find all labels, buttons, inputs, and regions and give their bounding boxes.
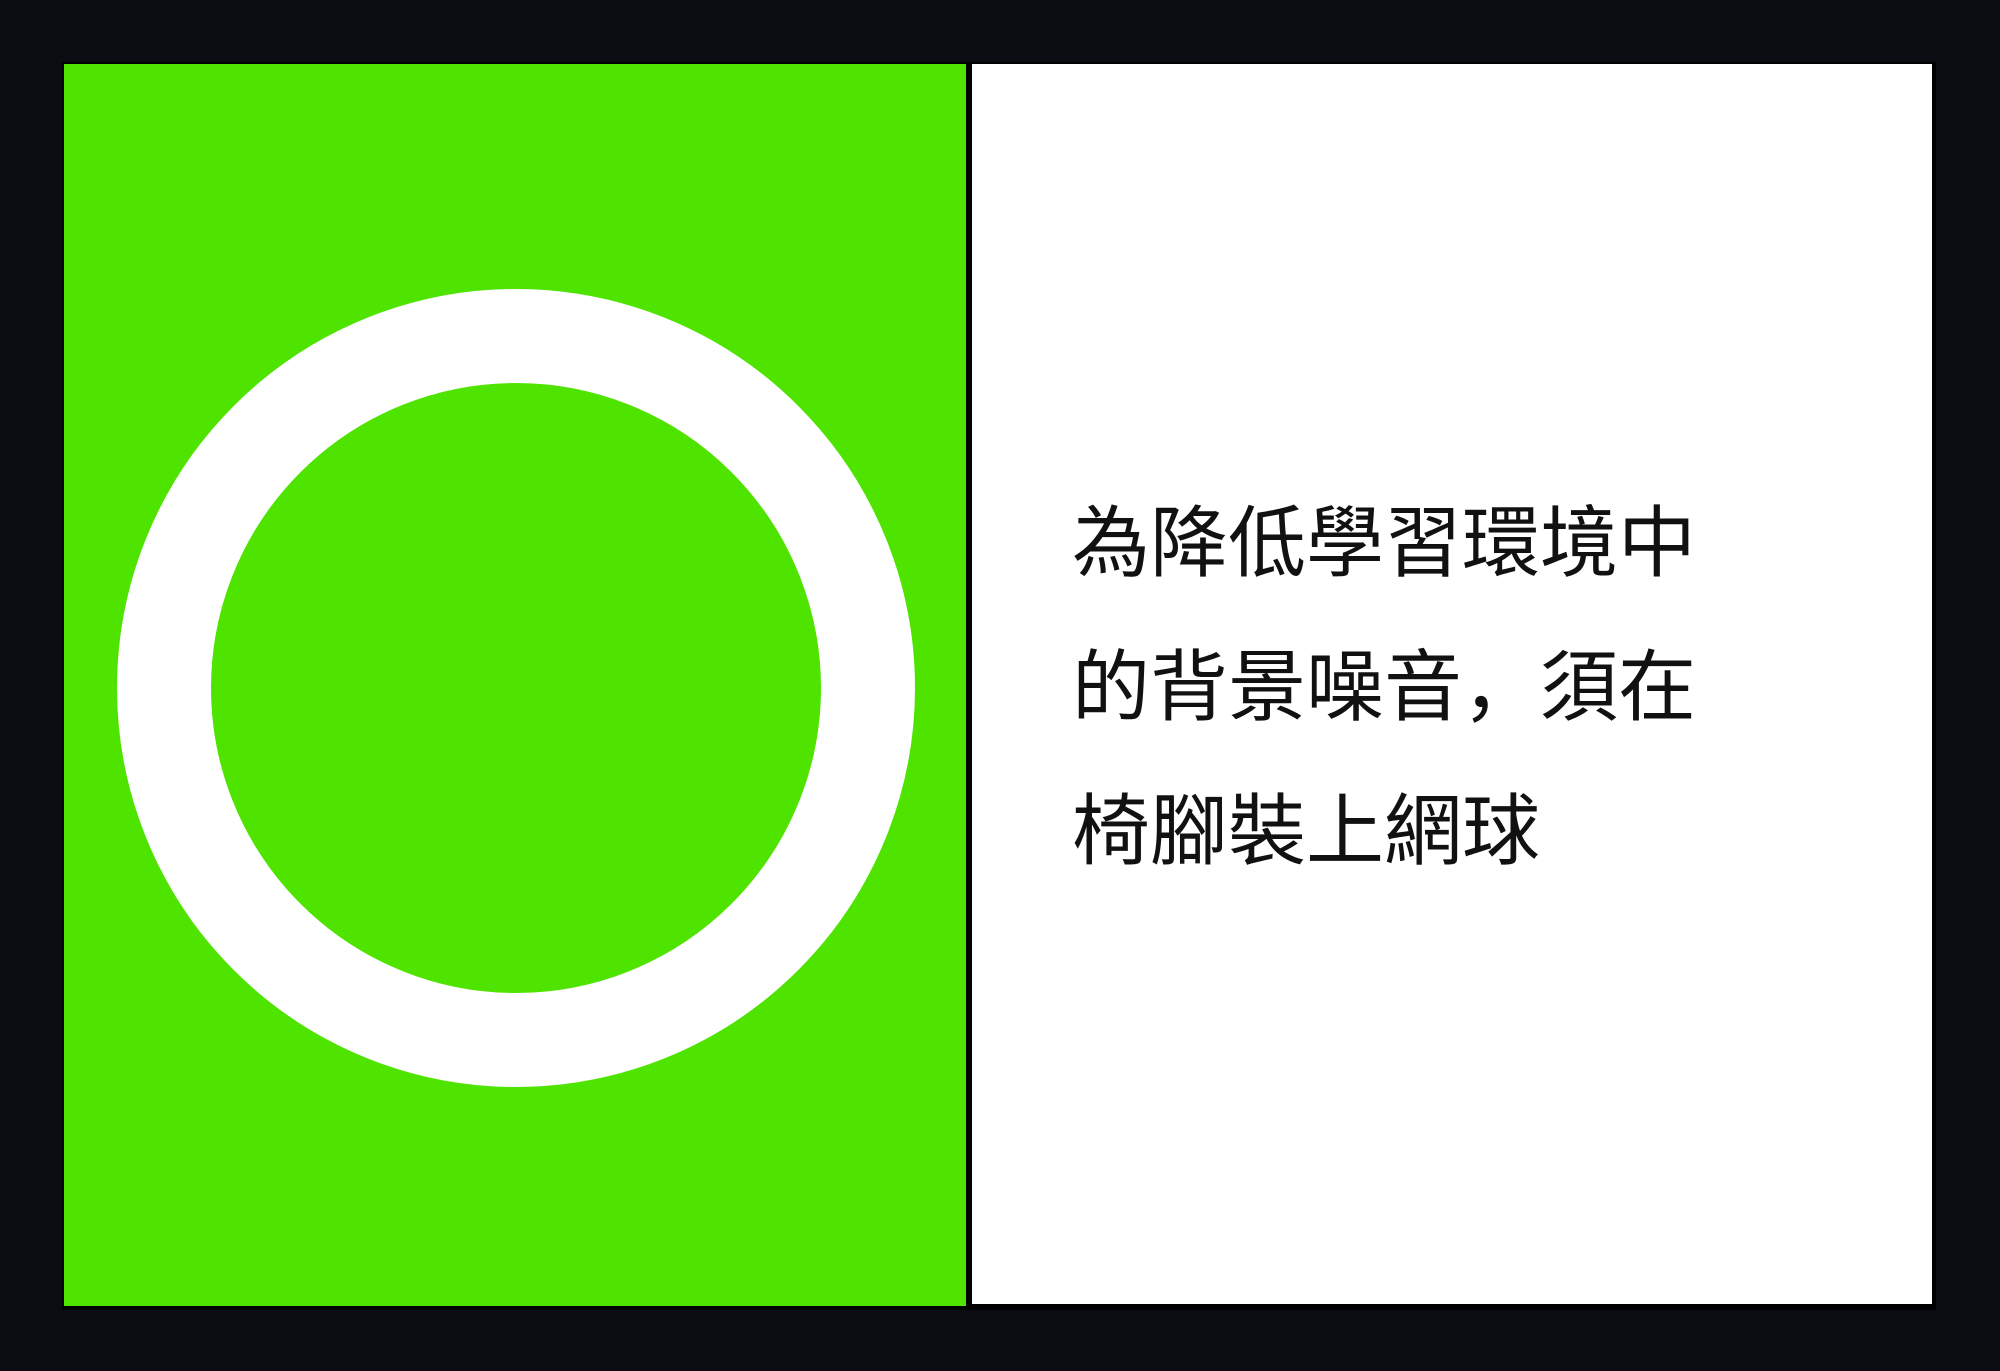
statement-text: 為降低學習環境中 的背景噪音，須在 椅腳裝上網球 [1072, 472, 1892, 904]
text-panel: 為降低學習環境中 的背景噪音，須在 椅腳裝上網球 [972, 64, 1932, 1304]
statement-line-2: 的背景噪音，須在 [1072, 643, 1697, 733]
statement-line-1: 為降低學習環境中 [1072, 499, 1697, 589]
symbol-panel [64, 64, 966, 1306]
circle-icon [117, 289, 915, 1087]
statement-line-3: 椅腳裝上網球 [1072, 787, 1541, 877]
correct-circle-mark [117, 289, 915, 1087]
quiz-card: 為降低學習環境中 的背景噪音，須在 椅腳裝上網球 [62, 62, 1936, 1310]
